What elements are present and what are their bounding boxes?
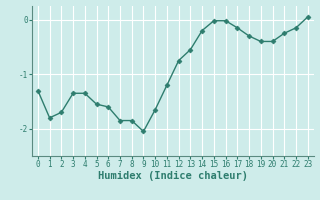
X-axis label: Humidex (Indice chaleur): Humidex (Indice chaleur): [98, 171, 248, 181]
